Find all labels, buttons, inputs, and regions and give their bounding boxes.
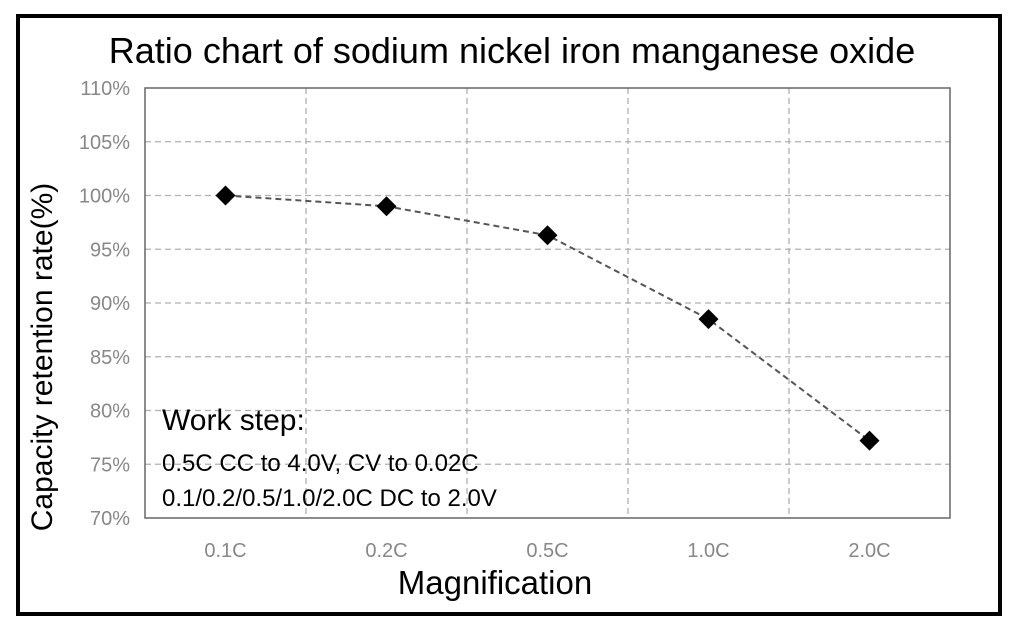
y-tick-label: 90% [90,293,130,315]
y-tick-label: 85% [90,347,130,369]
y-tick-label: 100% [79,186,130,208]
x-tick-label: 0.2C [365,540,407,562]
x-axis-label: Magnification [398,564,592,601]
annotation-line-2: 0.1/0.2/0.5/1.0/2.0C DC to 2.0V [162,485,497,512]
y-tick-label: 80% [90,401,130,423]
annotation-line-1: 0.5C CC to 4.0V, CV to 0.02C [162,450,479,477]
data-point-marker [537,225,558,246]
data-point-marker [698,309,719,330]
x-tick-label: 0.1C [204,540,246,562]
chart-title: Ratio chart of sodium nickel iron mangan… [109,30,915,71]
data-point-marker [859,430,880,451]
data-point-marker [376,196,397,217]
y-axis-label: Capacity retention rate(%) [26,183,59,532]
data-point-marker [215,185,236,206]
chart-frame [16,14,1002,616]
grid [145,88,950,518]
plot-area-border [144,87,951,519]
y-tick-label: 95% [90,239,130,261]
x-tick-label: 1.0C [687,540,729,562]
series-markers [215,185,880,451]
y-tick-label: 105% [79,132,130,154]
y-tick-label: 75% [90,454,130,476]
x-tick-label: 0.5C [526,540,568,562]
x-tick-labels: 0.1C 0.2C 0.5C 1.0C 2.0C [204,540,890,562]
y-tick-labels: 70% 75% 80% 85% 90% 95% 100% 105% 110% [79,78,130,530]
y-tick-label: 70% [90,508,130,530]
y-tick-label: 110% [80,78,130,100]
x-tick-label: 2.0C [848,540,890,562]
annotation-heading: Work step: [162,404,305,437]
